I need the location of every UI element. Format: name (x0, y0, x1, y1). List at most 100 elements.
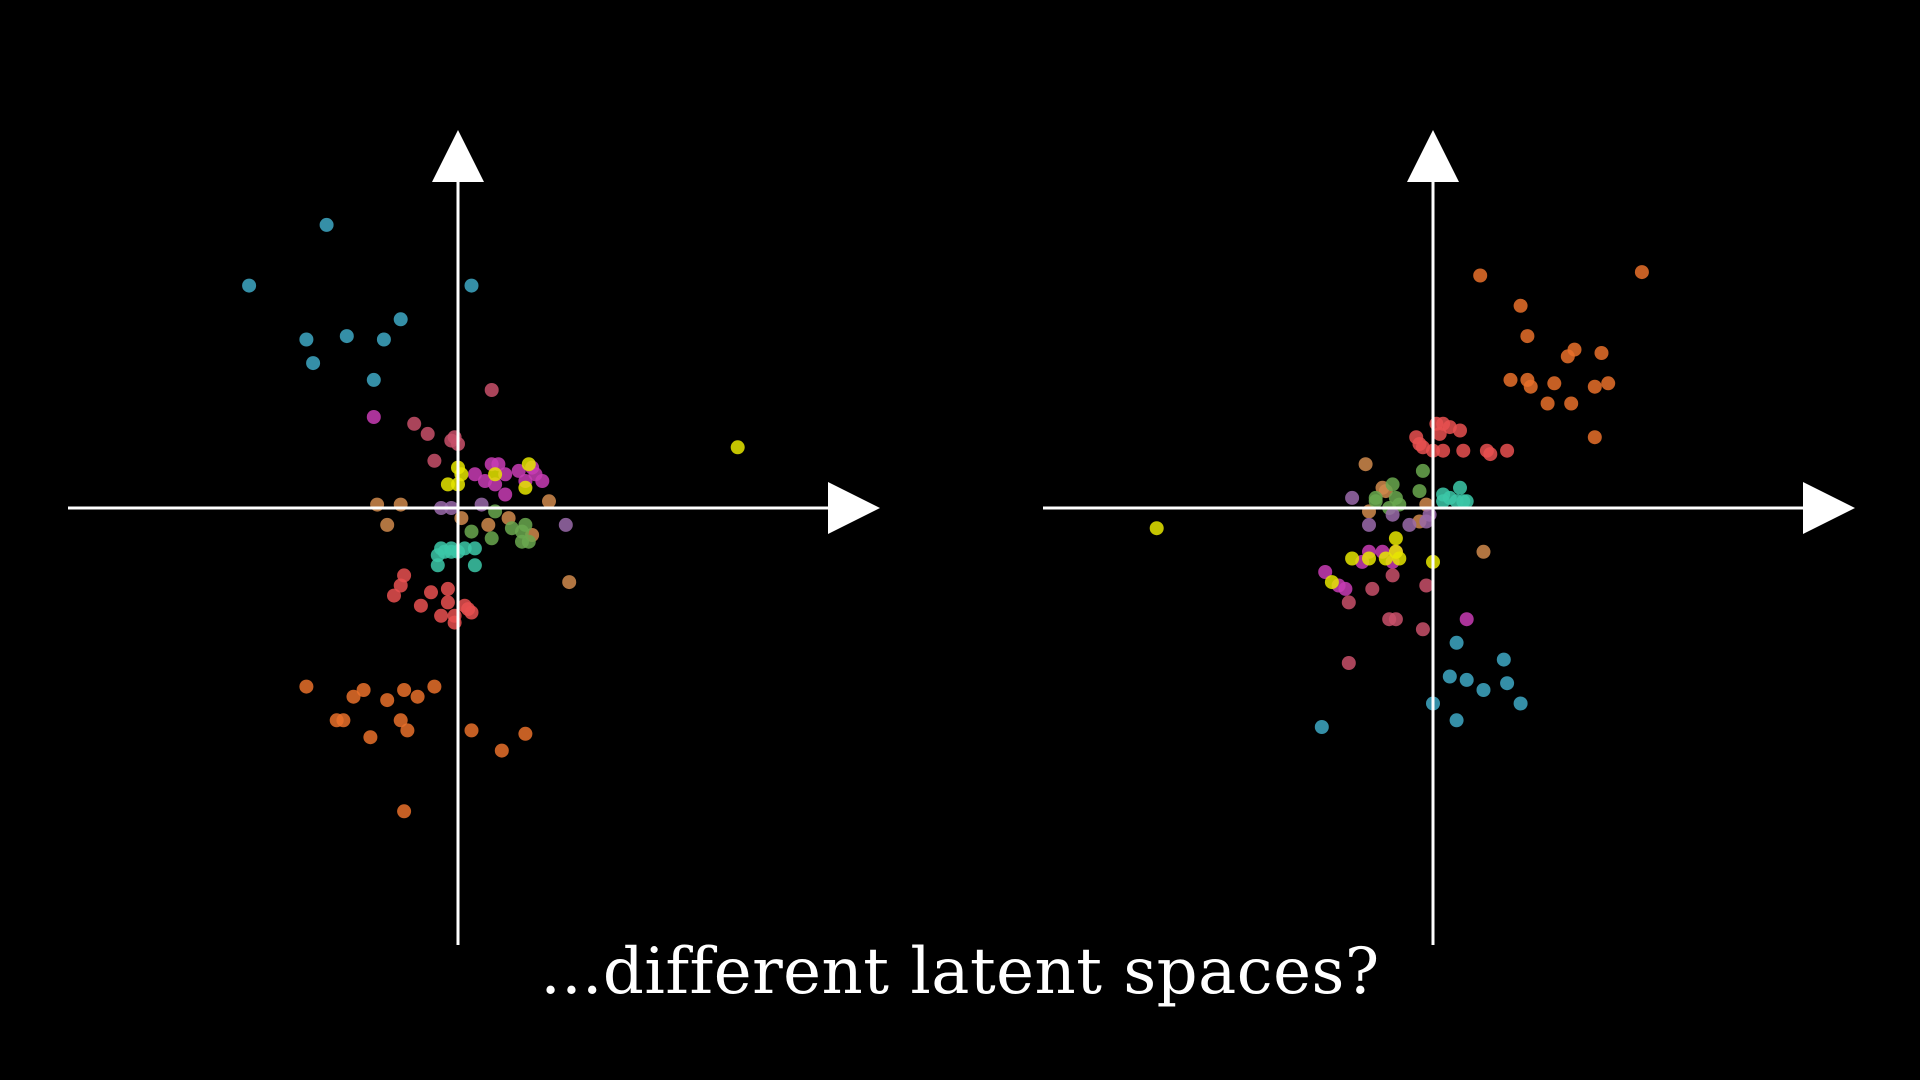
left-orange-point (393, 713, 408, 728)
right-yellow-point (1388, 531, 1403, 546)
right-teal-point (1453, 480, 1467, 495)
right-yellow-point (1345, 551, 1360, 566)
right-red-point (1432, 426, 1447, 441)
left-cyan-point (376, 332, 391, 347)
right-orange-point (1523, 379, 1538, 394)
left-teal-point (467, 558, 482, 573)
left-orange-point (380, 693, 395, 708)
left-magenta-point (366, 410, 381, 424)
left-yellow-point (440, 477, 455, 492)
left-latent-space-plot (68, 130, 880, 945)
right-teal-point (1436, 494, 1451, 509)
left-magenta-point (535, 474, 550, 488)
caption-text: ...different latent spaces? (540, 935, 1380, 1009)
right-green-point (1368, 494, 1383, 509)
left-orange-point (397, 683, 412, 697)
left-magenta-point (498, 487, 513, 502)
right-orange-point (1513, 298, 1528, 313)
left-red-point (393, 578, 408, 593)
right-tan-point (1358, 457, 1373, 472)
right-yellow-point (1378, 551, 1393, 566)
left-red-point (434, 608, 449, 623)
right-rose-point (1419, 578, 1434, 593)
left-orange-point (356, 683, 371, 697)
left-green-point (521, 534, 536, 549)
left-orange-point (427, 679, 442, 694)
left-cyan-point (306, 356, 321, 371)
right-green-point (1412, 484, 1427, 499)
right-magenta-point (1318, 565, 1333, 579)
left-tan-point (380, 517, 395, 532)
right-yellow-point (1362, 551, 1376, 566)
left-teal-point (467, 541, 482, 556)
left-yellow-point (730, 440, 745, 455)
left-tan-point (481, 517, 496, 532)
left-tan-point (542, 494, 556, 509)
right-cyan-point (1449, 713, 1464, 728)
left-cyan-point (393, 312, 408, 327)
right-orange-point (1601, 376, 1616, 391)
right-rose-point (1388, 612, 1403, 627)
right-red-point (1456, 443, 1471, 458)
right-rose-point (1365, 581, 1380, 596)
left-magenta-point (498, 467, 513, 482)
right-rose-point (1341, 595, 1356, 610)
right-cyan-point (1459, 672, 1474, 687)
right-cyan-point (1442, 669, 1457, 684)
left-cyan-point (299, 332, 314, 347)
left-orange-point (363, 730, 378, 745)
left-red-point (424, 585, 438, 600)
left-teal-point (430, 548, 445, 563)
right-orange-point (1540, 396, 1555, 411)
right-orange-point (1594, 346, 1609, 360)
right-tan-point (1476, 544, 1491, 559)
left-green-point (518, 517, 533, 532)
right-yellow-point (1392, 551, 1407, 566)
right-red-point (1500, 443, 1515, 458)
left-rose-point (427, 453, 442, 468)
left-x-axis-arrow-icon (828, 482, 880, 534)
left-orange-point (336, 713, 351, 728)
right-cyan-point (1449, 635, 1464, 650)
right-lavender-point (1385, 507, 1400, 522)
right-cyan-point (1496, 652, 1511, 667)
left-magenta-point (488, 477, 503, 492)
right-red-point (1483, 447, 1498, 462)
right-orange-point (1473, 268, 1488, 283)
left-orange-point (400, 723, 415, 738)
right-cyan-point (1476, 683, 1491, 697)
left-green-point (464, 524, 479, 539)
right-lavender-point (1419, 514, 1434, 529)
left-orange-point (464, 723, 479, 738)
left-red-point (440, 581, 455, 596)
right-cyan-point (1500, 676, 1515, 691)
left-cyan-point (464, 278, 479, 293)
right-lavender-point (1402, 517, 1417, 532)
left-yellow-point (488, 467, 503, 482)
right-red-point (1436, 443, 1451, 458)
right-orange-point (1520, 329, 1535, 344)
right-orange-point (1503, 372, 1518, 387)
right-yellow-point (1149, 521, 1164, 536)
right-rose-point (1415, 622, 1430, 637)
left-magenta-point (511, 463, 526, 478)
left-orange-point (494, 743, 509, 758)
right-green-point (1415, 463, 1430, 478)
left-magenta-point (467, 467, 482, 482)
right-orange-point (1547, 376, 1562, 391)
right-teal-point (1459, 494, 1474, 509)
right-yellow-point (1324, 575, 1339, 590)
left-lavender-point (558, 517, 573, 532)
right-green-point (1385, 477, 1400, 492)
left-cyan-point (366, 372, 381, 387)
left-orange-point (299, 679, 314, 694)
right-lavender-point (1362, 517, 1376, 532)
right-magenta-point (1459, 612, 1474, 627)
left-yellow-point (518, 480, 533, 495)
right-lavender-point (1345, 490, 1360, 505)
right-orange-point (1634, 265, 1649, 280)
left-cyan-point (319, 217, 334, 232)
right-x-axis-arrow-icon (1803, 482, 1855, 534)
right-orange-point (1567, 342, 1582, 357)
